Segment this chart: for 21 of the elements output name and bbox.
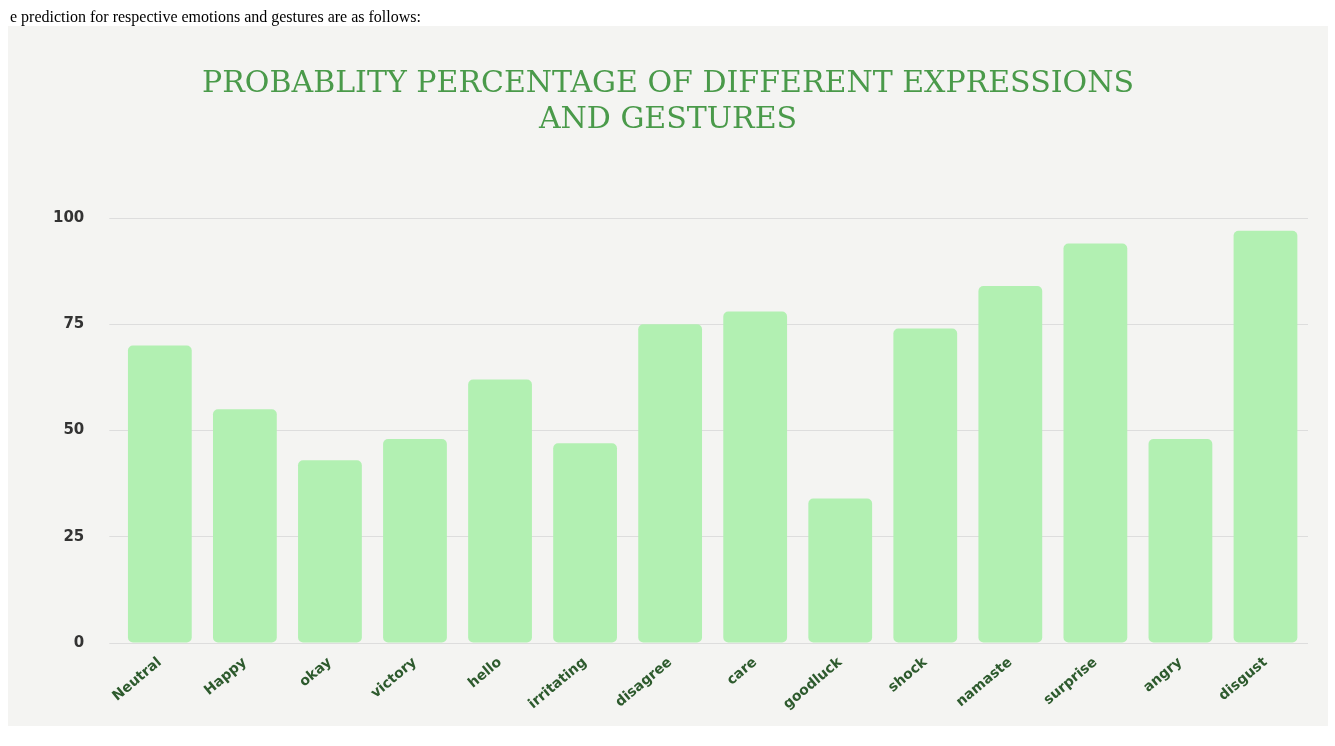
y-tick-label: 25 — [63, 526, 85, 545]
bar — [298, 460, 362, 643]
bar — [468, 379, 532, 643]
bar — [723, 311, 788, 643]
bar — [978, 286, 1043, 643]
bar — [1233, 230, 1298, 643]
bar — [1148, 439, 1213, 643]
bar — [212, 409, 277, 643]
bar — [638, 324, 703, 643]
text: e prediction for respective emotions and gestures are as follows: — [8, 8, 1328, 26]
y-tick-label: 50 — [63, 420, 85, 439]
bar — [893, 328, 958, 643]
y-tick-label: 0 — [73, 632, 85, 651]
bar — [1063, 243, 1128, 643]
y-tick-label: 75 — [63, 314, 85, 333]
bar — [383, 439, 447, 643]
bar — [553, 443, 617, 643]
bar — [808, 498, 873, 643]
chart-title: PROBABLITY PERCENTAGE OF DIFFERENT EXPRESSIONS AND GESTURES — [202, 63, 1134, 135]
y-tick-label: 100 — [53, 207, 85, 226]
bar — [127, 345, 192, 643]
